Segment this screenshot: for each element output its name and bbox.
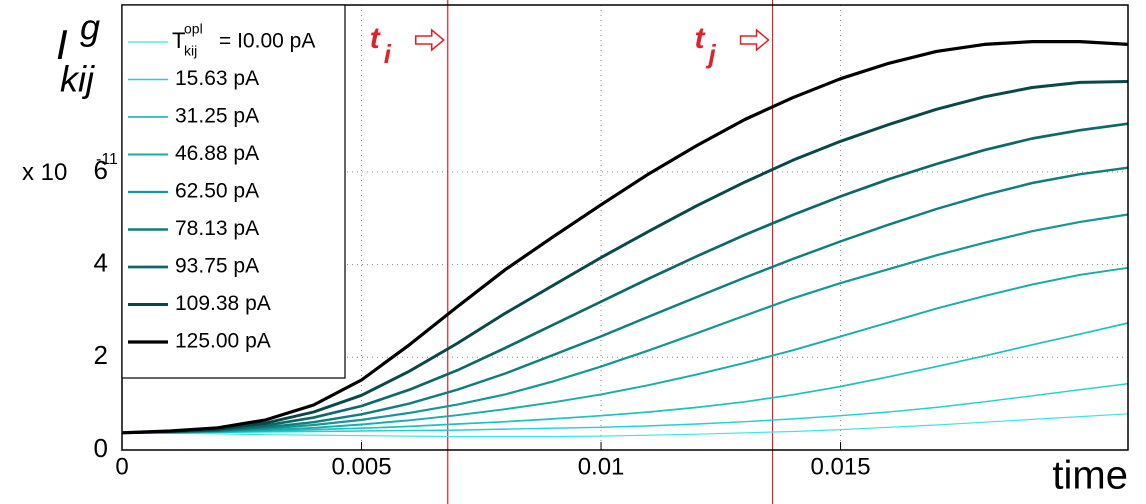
legend-label: 31.25 pA bbox=[175, 105, 259, 128]
y-axis-label-sup: g bbox=[80, 7, 100, 48]
y-axis-label: I bbox=[56, 21, 68, 68]
annotation-subscript: i bbox=[384, 39, 392, 69]
annotation-arrow bbox=[739, 28, 770, 52]
y-tick-label: 6 bbox=[94, 155, 108, 185]
y-axis-label-sub: kij bbox=[60, 59, 95, 100]
x-tick-label: 0 bbox=[115, 453, 128, 480]
annotation-arrow bbox=[415, 28, 445, 52]
legend-label: 62.50 pA bbox=[175, 180, 259, 203]
series-line bbox=[121, 122, 1129, 435]
y-tick-label: 4 bbox=[94, 247, 108, 277]
annotation-label: t bbox=[370, 22, 382, 55]
y-tick-label: 0 bbox=[94, 433, 108, 463]
legend-prefix: T bbox=[172, 28, 185, 53]
legend-label: 15.63 pA bbox=[175, 67, 259, 90]
annotation-label: t bbox=[695, 22, 707, 55]
legend-label: 109.38 pA bbox=[175, 292, 271, 315]
series-line bbox=[121, 413, 1129, 438]
series-line bbox=[121, 40, 1129, 435]
x-axis-label: time bbox=[1052, 454, 1128, 498]
legend-prefix-sup: opl bbox=[184, 21, 203, 37]
legend-label: 93.75 pA bbox=[175, 255, 259, 278]
x-tick-label: 0.01 bbox=[578, 453, 625, 480]
x-tick-label: 0.015 bbox=[811, 453, 871, 480]
annotation-subscript: j bbox=[706, 39, 717, 69]
y-tick-label: 2 bbox=[94, 340, 108, 370]
legend-label: 78.13 pA bbox=[175, 217, 259, 240]
y-multiplier: x 10 bbox=[22, 159, 67, 186]
legend-label: 125.00 pA bbox=[175, 330, 271, 353]
series-line bbox=[121, 266, 1129, 434]
x-tick-label: 0.005 bbox=[331, 453, 391, 480]
series-line bbox=[121, 322, 1129, 434]
series-line bbox=[121, 80, 1129, 435]
series-line bbox=[121, 213, 1129, 434]
legend-prefix-sub: kij bbox=[184, 43, 197, 59]
series-line bbox=[122, 382, 1129, 434]
legend-label: 46.88 pA bbox=[175, 142, 259, 165]
legend-label: = I0.00 pA bbox=[219, 30, 315, 53]
y-multiplier-exponent: -11 bbox=[96, 151, 118, 168]
series-line bbox=[121, 166, 1129, 435]
